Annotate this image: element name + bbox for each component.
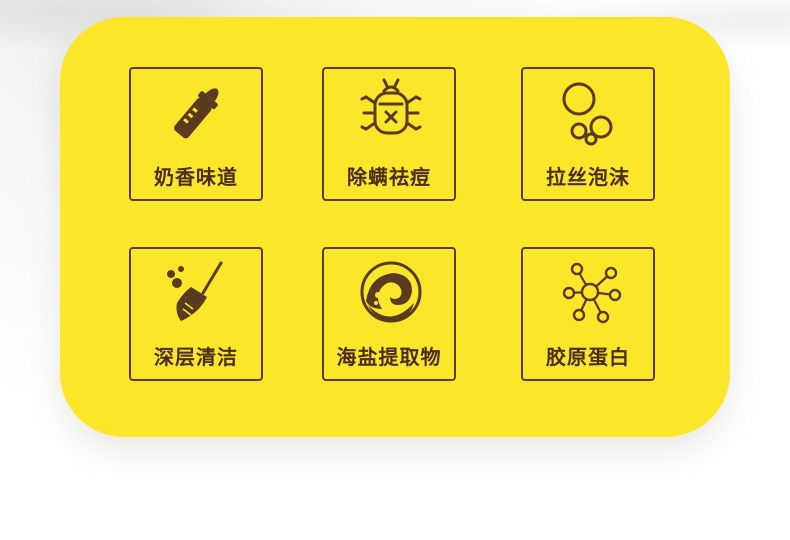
feature-tile-milk-scent: 奶香味道 <box>129 67 263 201</box>
feature-label: 深层清洁 <box>154 345 238 369</box>
feature-tile-foam: 拉丝泡沫 <box>521 67 655 201</box>
feature-label: 奶香味道 <box>154 165 238 189</box>
collagen-molecule-icon <box>562 262 622 324</box>
feature-tile-deep-clean: 深层清洁 <box>129 247 263 381</box>
sea-salt-wave-icon <box>360 261 422 323</box>
foam-bubbles-icon <box>562 82 613 146</box>
feature-label: 除螨祛痘 <box>347 165 431 189</box>
feature-panel: 奶香味道 除螨祛痘 <box>60 17 730 437</box>
feature-tile-collagen: 胶原蛋白 <box>521 247 655 381</box>
feature-tile-sea-salt: 海盐提取物 <box>322 247 456 381</box>
feature-label: 拉丝泡沫 <box>546 165 630 189</box>
feature-tile-anti-mite: 除螨祛痘 <box>322 67 456 201</box>
feature-label: 胶原蛋白 <box>546 345 630 369</box>
mite-crossed-icon <box>360 78 422 135</box>
baby-bottle-icon <box>174 88 219 139</box>
broom-icon <box>167 261 223 321</box>
feature-label: 海盐提取物 <box>336 345 442 369</box>
